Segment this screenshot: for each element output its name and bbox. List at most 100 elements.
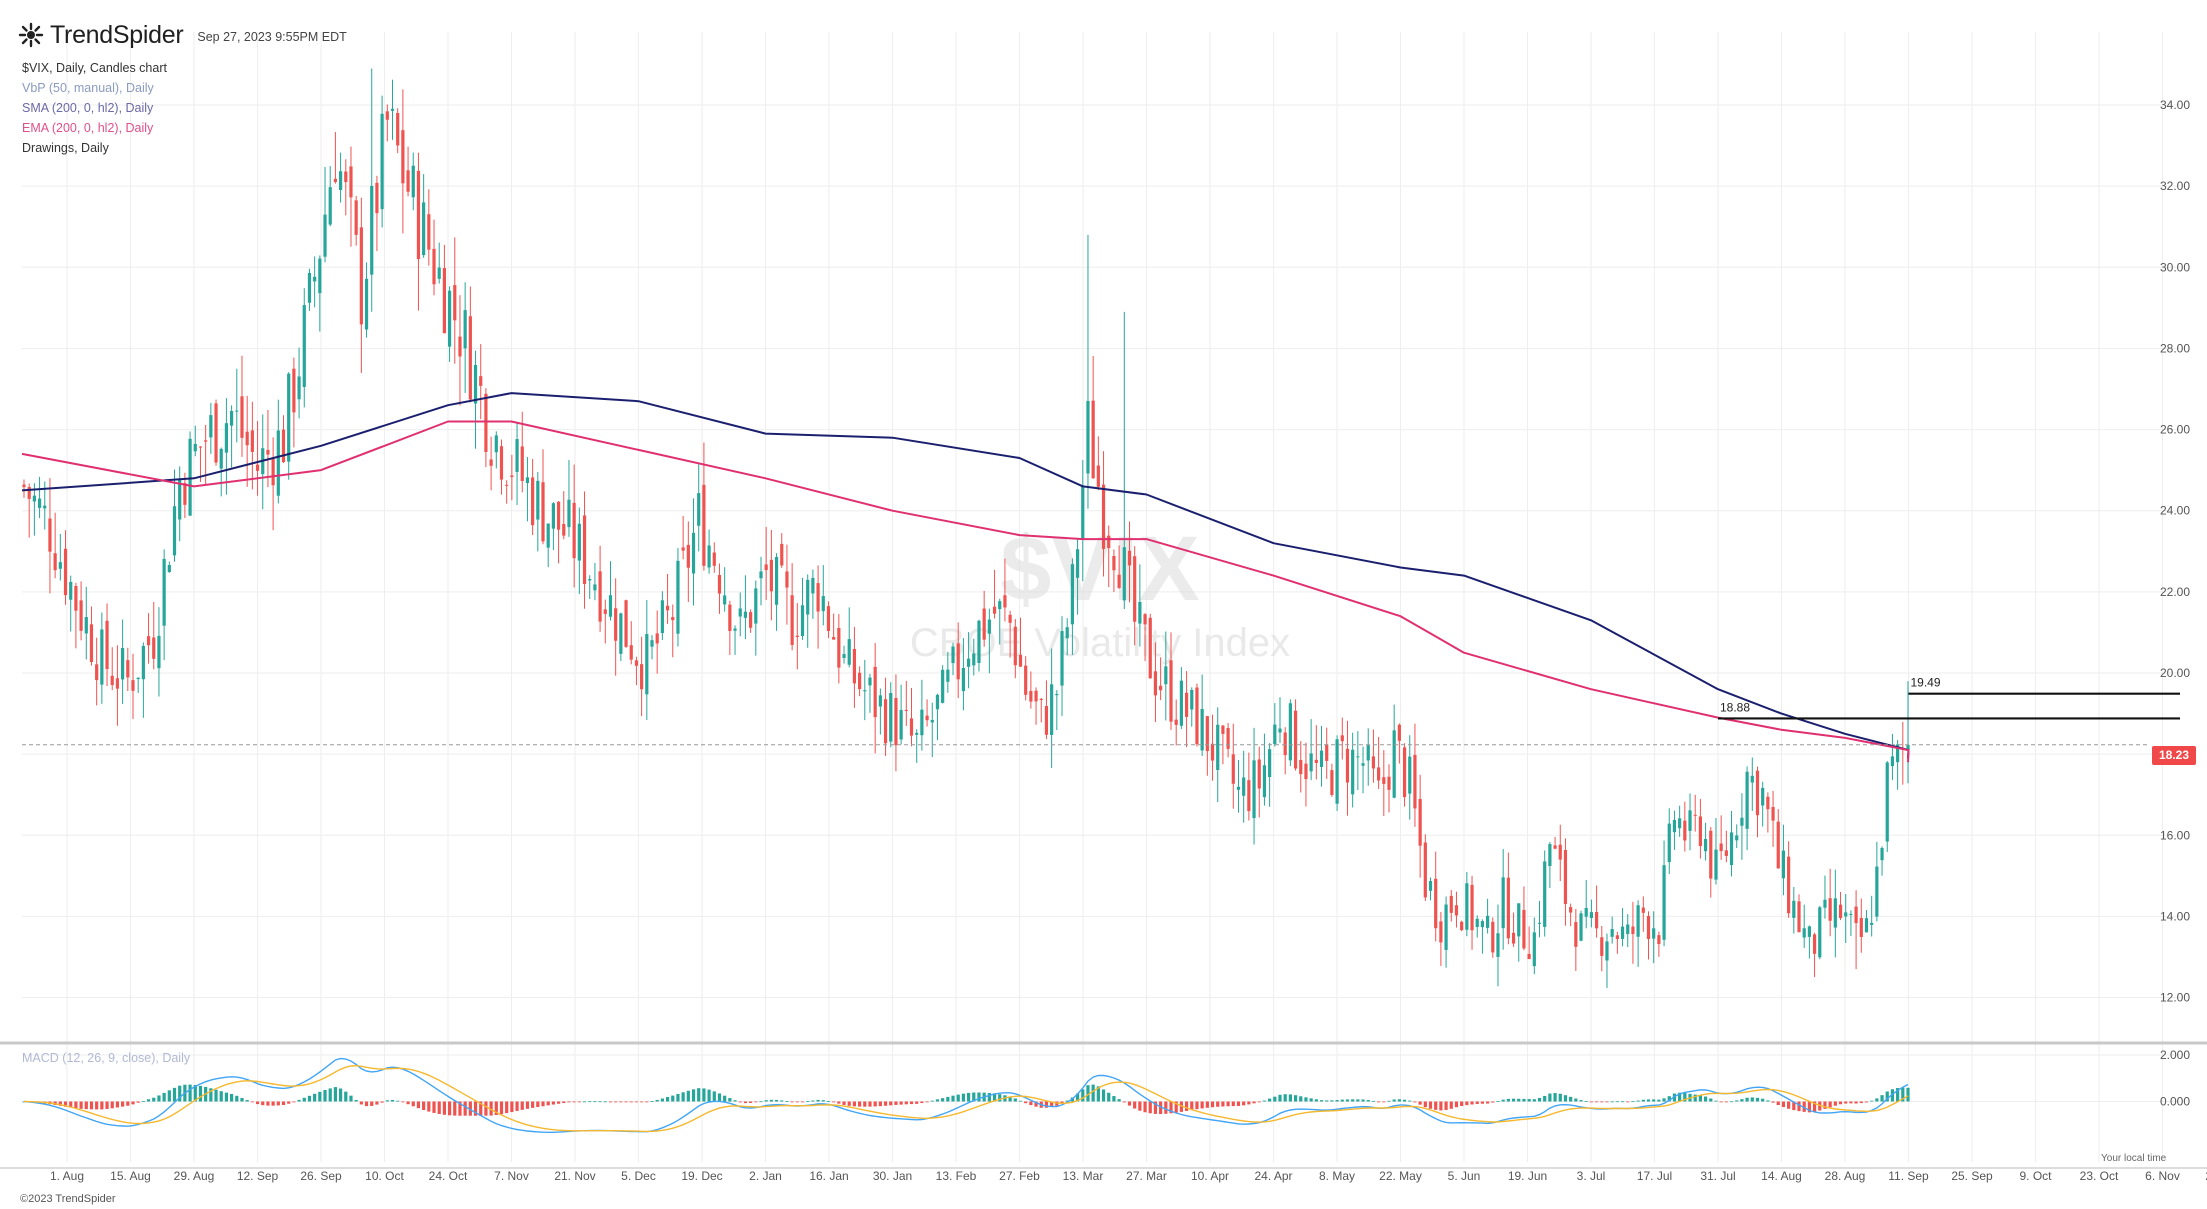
candle-body — [58, 562, 62, 569]
watermark: $VIX CBOE Volatility Index — [910, 518, 1290, 665]
legend-item-drawings[interactable]: Drawings, Daily — [22, 141, 109, 155]
candle-body — [1304, 763, 1308, 780]
y-tick-label: 16.00 — [2160, 828, 2190, 842]
legend-item-vbp[interactable]: VbP (50, manual), Daily — [22, 81, 154, 95]
macd-histogram-bar — [1216, 1101, 1220, 1107]
candle-body — [894, 697, 898, 746]
candle-body — [27, 486, 31, 499]
macd-histogram-bar — [697, 1088, 701, 1102]
macd-histogram-bar — [224, 1092, 229, 1102]
macd-histogram-bar — [1319, 1100, 1324, 1102]
macd-histogram-bar — [1164, 1101, 1168, 1114]
macd-histogram-bar — [925, 1101, 929, 1103]
macd-histogram-bar — [811, 1100, 815, 1102]
candle-body — [1371, 756, 1376, 769]
macd-histogram-bar — [333, 1087, 338, 1102]
candle-body — [1319, 750, 1324, 767]
x-tick-label: 13. Feb — [936, 1169, 977, 1183]
candle-body — [1454, 905, 1459, 916]
macd-histogram-bar — [536, 1101, 540, 1108]
candle-body — [728, 604, 732, 631]
candle-body — [89, 624, 94, 663]
candle-body — [1387, 776, 1391, 790]
macd-histogram-bar — [463, 1101, 467, 1116]
candle-body — [131, 680, 135, 691]
macd-histogram-bar — [1522, 1098, 1526, 1102]
macd-histogram-bar — [889, 1101, 893, 1106]
macd-histogram-bar — [640, 1101, 644, 1103]
candle-body — [697, 493, 701, 526]
candle-body — [1543, 861, 1547, 927]
macd-histogram-bar — [1008, 1096, 1012, 1102]
candle-body — [318, 258, 322, 294]
candle-body — [1174, 719, 1178, 725]
candle-body — [1408, 756, 1412, 794]
candle-body — [1735, 835, 1739, 841]
macd-histogram-bar — [266, 1101, 270, 1106]
candle-body — [188, 438, 192, 516]
candle-body — [79, 600, 83, 631]
macd-histogram-bar — [1454, 1101, 1459, 1108]
legend-item-symbol[interactable]: $VIX, Daily, Candles chart — [22, 61, 167, 75]
candle-body — [1470, 884, 1474, 931]
macd-tick-label: 2.000 — [2160, 1048, 2190, 1062]
candle-body — [453, 285, 457, 321]
x-tick-label: 9. Oct — [2019, 1169, 2052, 1183]
macd-histogram-bar — [686, 1090, 690, 1102]
macd-legend[interactable]: MACD (12, 26, 9, close), Daily — [22, 1051, 191, 1065]
candle-body — [442, 268, 446, 334]
macd-histogram-bar — [1252, 1101, 1256, 1104]
legend-item-sma[interactable]: SMA (200, 0, hl2), Daily — [22, 101, 154, 115]
x-tick-label: 30. Jan — [873, 1169, 912, 1183]
x-tick-label: 5. Jun — [1448, 1169, 1481, 1183]
macd-histogram-bar — [1107, 1092, 1111, 1102]
macd-histogram-bar — [790, 1101, 794, 1103]
macd-histogram-bar — [1823, 1101, 1827, 1109]
macd-histogram-bar — [136, 1101, 140, 1103]
macd-histogram-bar — [1527, 1099, 1531, 1102]
x-tick-label: 17. Jul — [1637, 1169, 1672, 1183]
x-tick-label: 10. Apr — [1191, 1169, 1229, 1183]
macd-histogram-bar — [1475, 1101, 1479, 1105]
candle-body — [1428, 881, 1433, 891]
candle-body — [287, 373, 291, 462]
macd-histogram-bar — [764, 1100, 768, 1102]
x-tick-label: 28. Aug — [1825, 1169, 1866, 1183]
macd-line — [23, 1057, 1909, 1134]
candle-body — [1729, 832, 1734, 866]
candle-body — [889, 693, 893, 742]
macd-histogram-bar — [1075, 1093, 1080, 1102]
candle-body — [1444, 904, 1448, 950]
candle-body — [1724, 850, 1728, 856]
candle-body — [1133, 556, 1137, 622]
candle-body — [671, 617, 675, 621]
candle-body — [1159, 685, 1163, 691]
candle-body — [1714, 849, 1718, 880]
macd-histogram-bar — [115, 1101, 120, 1108]
axes: 12.0014.0016.0018.0020.0022.0024.0026.00… — [0, 98, 2207, 1183]
macd-histogram-bar — [987, 1092, 991, 1102]
candle-body — [1636, 905, 1640, 937]
candle-body — [489, 459, 493, 466]
candle-body — [401, 130, 405, 184]
candle-body — [1522, 909, 1526, 949]
candle-body — [1906, 744, 1910, 751]
legend-item-ema[interactable]: EMA (200, 0, hl2), Daily — [22, 121, 154, 135]
candle-body — [219, 448, 223, 469]
candle-body — [992, 606, 997, 614]
candle-body — [624, 600, 628, 647]
macd-histogram-bar — [1413, 1101, 1417, 1103]
macd-histogram-bar — [904, 1101, 908, 1105]
candle-body — [115, 678, 120, 689]
macd-histogram-bar — [1797, 1101, 1801, 1112]
candle-body — [245, 431, 249, 446]
macd-histogram-bar — [961, 1093, 966, 1102]
macd-histogram-bar — [1159, 1101, 1163, 1115]
candle-body — [998, 601, 1002, 610]
candle-body — [302, 305, 306, 387]
macd-histogram-bar — [1511, 1098, 1516, 1102]
macd-histogram-bar — [806, 1101, 810, 1102]
candle-body — [1776, 821, 1780, 869]
